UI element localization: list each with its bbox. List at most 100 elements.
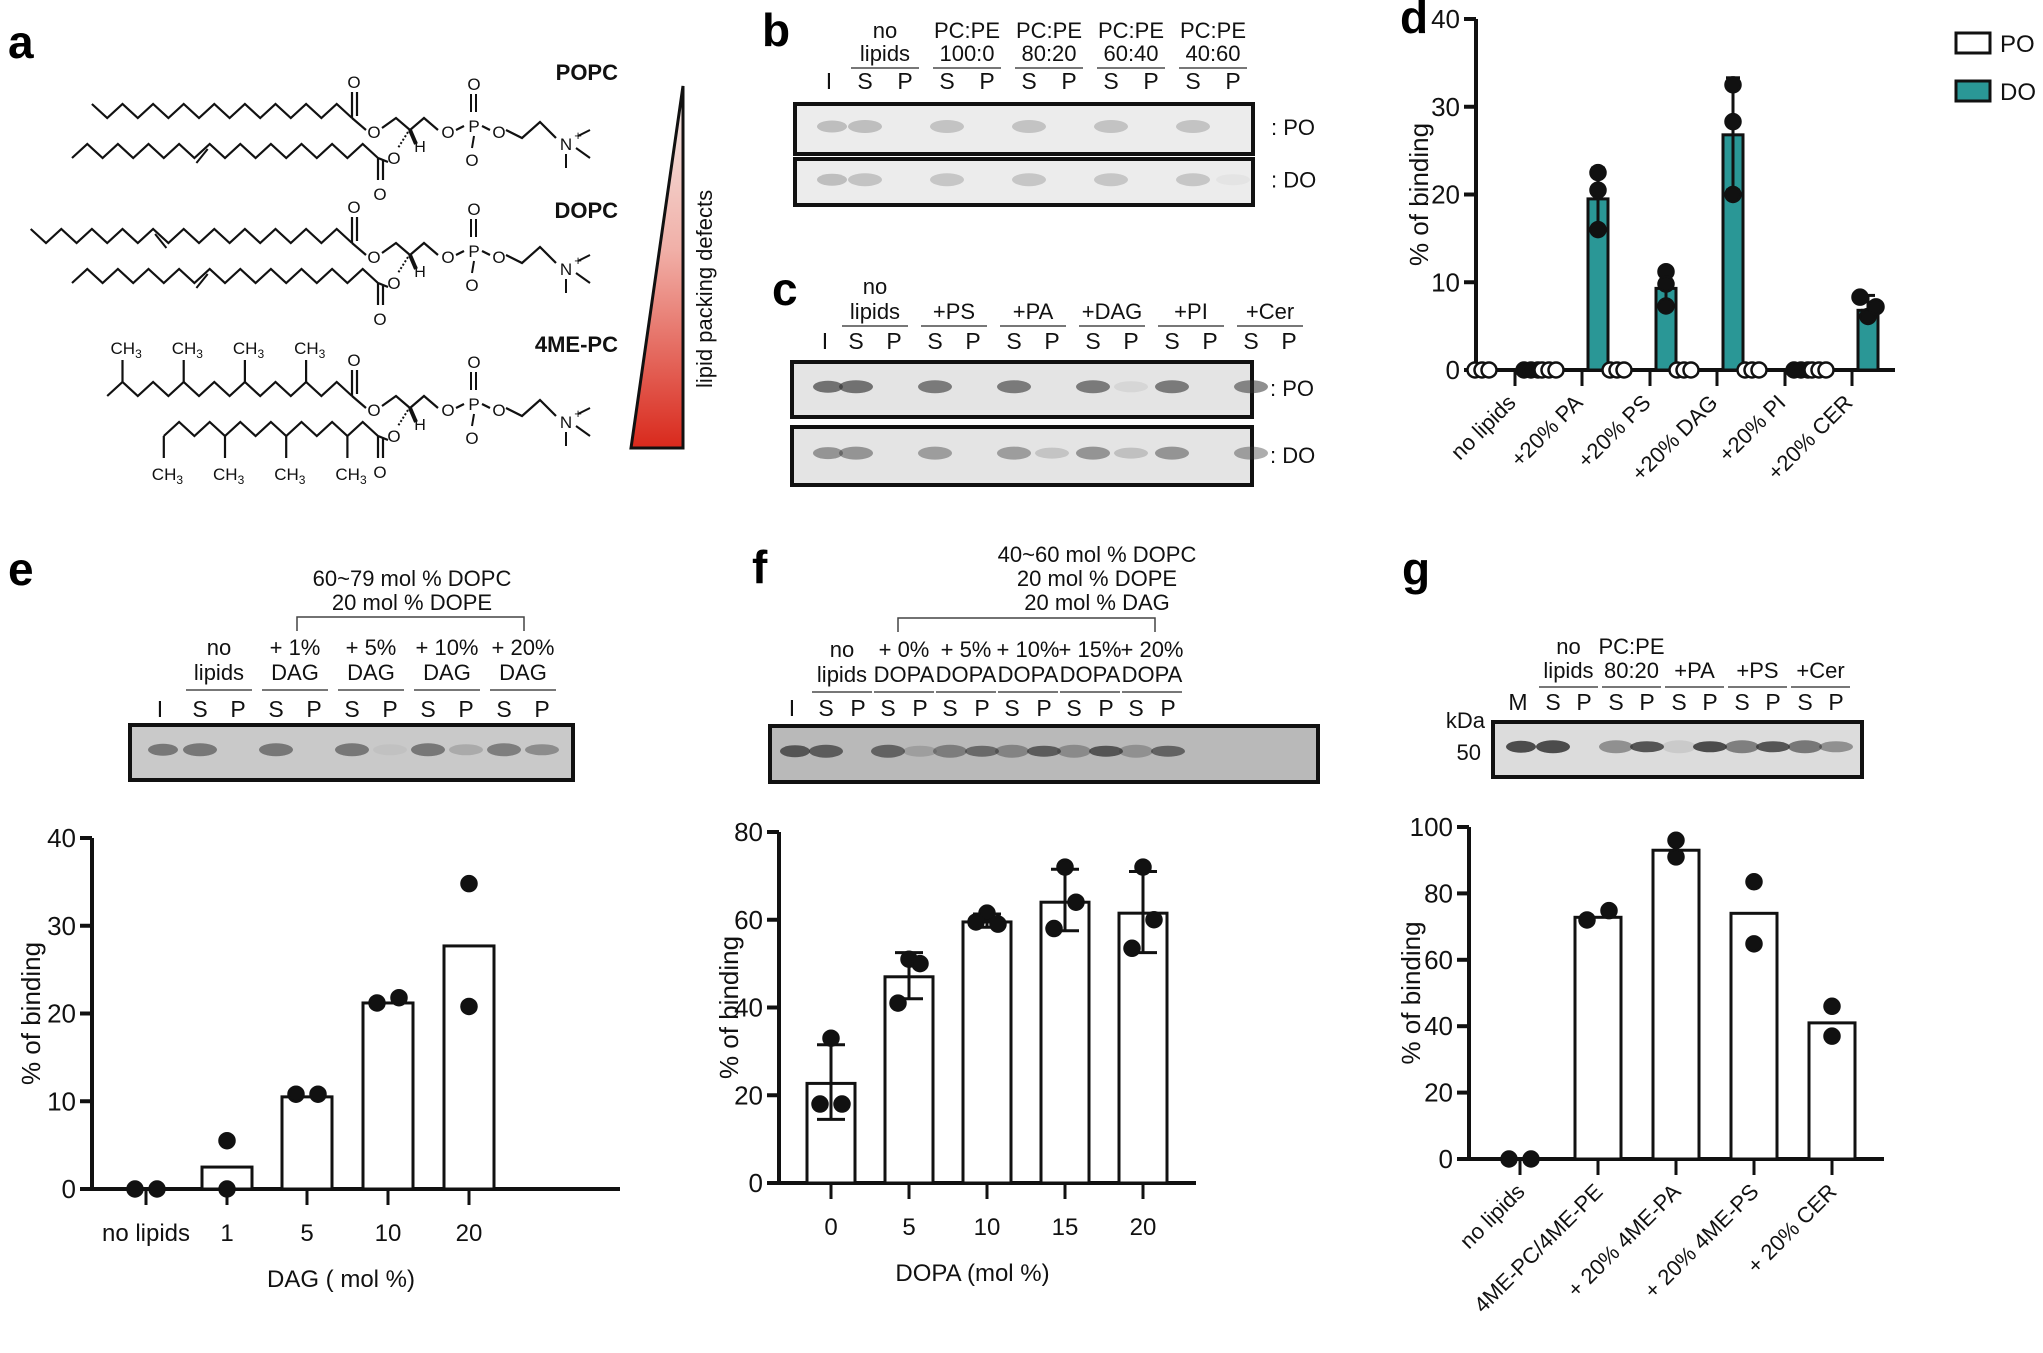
group-label-line2: 80:20 [1021, 41, 1076, 66]
bond [471, 260, 475, 274]
group-label-line1: PC:PE [1180, 18, 1246, 43]
phosphorus-label: P [468, 395, 479, 414]
lane-p-label: P [850, 695, 865, 721]
subscript: 3 [299, 473, 306, 487]
lane-p-label: P [1160, 695, 1175, 721]
glycerol-backbone [381, 241, 439, 257]
lane-s-label: S [1734, 689, 1749, 715]
protein-band [1027, 745, 1061, 757]
protein-band [1176, 120, 1210, 133]
group-label-line2: DOPA [1060, 662, 1121, 687]
lane-p-label: P [1036, 695, 1051, 721]
lane-p-label: P [1765, 689, 1780, 715]
group-label-line2: DOPA [1122, 662, 1183, 687]
lane-p-label: P [458, 696, 473, 722]
lipid-name-4me-pc: 4ME-PC [535, 332, 618, 357]
bond [471, 413, 475, 427]
group-label-line2: DOPA [998, 662, 1059, 687]
lane-p-label: P [1123, 328, 1138, 354]
lane-s-label: S [1021, 68, 1036, 94]
y-tick-label: 40 [734, 993, 763, 1023]
hydrogen-label: H [414, 264, 426, 281]
y-axis-title: % of binding [16, 942, 46, 1085]
lane-s-label: S [942, 695, 957, 721]
protein-band [259, 743, 293, 757]
lane-s-label: S [1164, 328, 1179, 354]
bar [1729, 911, 1779, 1161]
y-tick-label: 20 [1431, 180, 1460, 210]
data-point [1817, 361, 1835, 379]
y-axis-title: % of binding [1396, 921, 1426, 1064]
acyl-chain-top [29, 227, 353, 245]
oxygen-label: O [387, 274, 400, 293]
data-point [811, 1095, 829, 1113]
y-tick-label: 10 [47, 1086, 76, 1116]
group-label-line2: DOPA [936, 662, 997, 687]
x-tick-label: 5 [300, 1220, 313, 1247]
kda-value: 50 [1457, 740, 1481, 765]
x-axis-title: DAG ( mol %) [267, 1266, 415, 1293]
lane-p-label: P [1225, 68, 1240, 94]
acyl-chain-top [91, 102, 353, 120]
group-label-line2: DAG [499, 660, 547, 685]
protein-band [903, 745, 937, 757]
group-label-line2: +DAG [1082, 299, 1143, 324]
lane-s-label: S [1243, 328, 1258, 354]
protein-band [918, 380, 952, 394]
bar [1651, 848, 1701, 1161]
data-point [460, 874, 478, 893]
choline-chain [505, 398, 557, 418]
choline-chain [505, 245, 557, 265]
subscript: 3 [238, 473, 245, 487]
legend-swatch-do [1954, 79, 1992, 103]
phosphorus-label: P [468, 242, 479, 261]
n-methyl [575, 425, 591, 437]
protein-band [1057, 744, 1091, 758]
methyl-label: CH3 [233, 339, 265, 361]
gel-row-label: : DO [1270, 443, 1315, 468]
data-point [1657, 297, 1675, 315]
lane-s-label: S [1545, 689, 1560, 715]
lane-s-label: S [1608, 689, 1623, 715]
protein-band [183, 743, 217, 757]
lane-p-label: P [965, 328, 980, 354]
x-tick-label: 20 [1130, 1214, 1157, 1241]
x-tick-label: no lipids [102, 1220, 190, 1247]
group-label-line1: + 20% [492, 635, 555, 660]
y-tick-label: 20 [47, 999, 76, 1029]
y-tick-label: 30 [47, 911, 76, 941]
condition-bracket [296, 616, 525, 631]
bond [455, 403, 465, 409]
glycerol-backbone [381, 394, 439, 410]
ester-bond [351, 117, 367, 131]
protein-band [1506, 740, 1536, 753]
lane-s-label: S [1006, 328, 1021, 354]
legend-swatch-po [1954, 31, 1992, 55]
data-point [911, 954, 929, 973]
gel-strip [793, 157, 1255, 207]
data-point [1480, 361, 1498, 379]
protein-band [871, 744, 905, 758]
lane-s-label: S [1004, 695, 1019, 721]
acyl-chain-bottom [163, 420, 379, 438]
kda-label: kDa [1446, 708, 1486, 733]
data-point [989, 915, 1007, 933]
x-tick-label: 1 [220, 1220, 233, 1247]
nitrogen-label: N [560, 260, 572, 279]
protein-band [817, 120, 847, 133]
gel-row-label: : PO [1270, 376, 1314, 401]
protein-band [965, 745, 999, 757]
y-tick-label: 40 [1424, 1011, 1453, 1041]
oxygen-label: O [373, 463, 386, 482]
gel-strip [793, 102, 1255, 156]
gel-row-label: : DO [1271, 168, 1316, 193]
subscript: 3 [360, 473, 367, 487]
group-label-line1: + 20% [1121, 637, 1184, 662]
protein-band [1012, 173, 1046, 187]
methyl-label: CH3 [111, 339, 143, 361]
data-point [287, 1085, 305, 1103]
